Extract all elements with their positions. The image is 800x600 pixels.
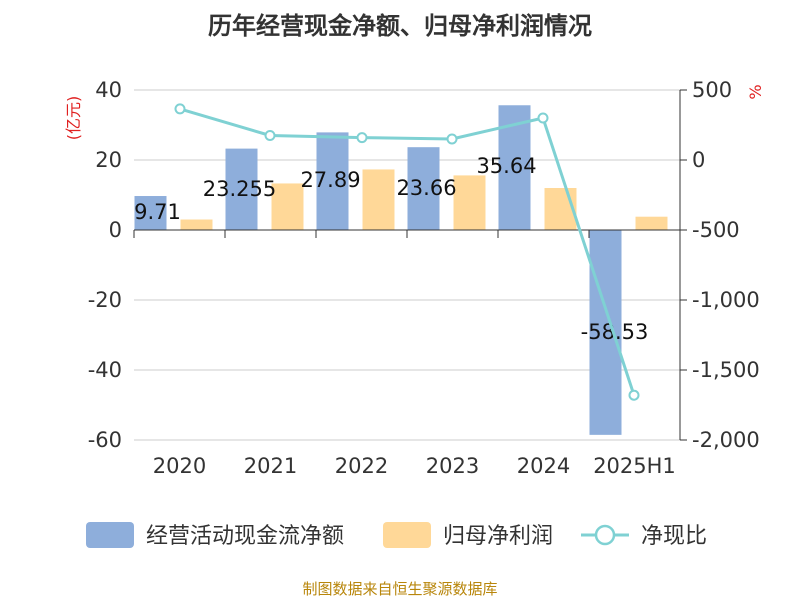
category-label: 2021: [244, 454, 297, 478]
legend-marker-ratio: [594, 524, 616, 546]
right-tick-label: -1,500: [692, 358, 760, 382]
bar-cashflow: [407, 147, 440, 230]
left-axis-title: (亿元): [64, 96, 83, 141]
ratio-point: [174, 103, 186, 115]
left-tick-label: -60: [88, 428, 122, 452]
legend-label-ratio: 净现比: [641, 524, 707, 549]
legend-swatch-cashflow: [86, 522, 134, 548]
left-tick-label: 40: [95, 78, 122, 102]
right-tick-label: -500: [692, 218, 740, 242]
left-tick-label: -20: [88, 288, 122, 312]
data-source-note: 制图数据来自恒生聚源数据库: [302, 580, 498, 598]
ratio-point: [264, 130, 276, 141]
bar-data-label: 9.71: [134, 200, 181, 224]
chart-title: 历年经营现金净额、归母净利润情况: [208, 12, 592, 40]
bar-data-label: 27.89: [300, 168, 360, 192]
right-tick-label: 0: [692, 148, 705, 172]
ratio-point: [537, 112, 549, 124]
category-label: 2023: [426, 454, 479, 478]
category-label: 2020: [153, 454, 206, 478]
bar-cashflow: [316, 132, 349, 230]
bar-netprofit: [180, 219, 213, 230]
bar-netprofit: [544, 188, 577, 230]
right-axis-title: %: [746, 84, 765, 99]
bar-netprofit: [362, 169, 395, 230]
right-tick-label: 500: [692, 78, 732, 102]
bar-cashflow: [225, 148, 258, 230]
legend-label-cashflow: 经营活动现金流净额: [146, 524, 344, 549]
category-label: 2025H1: [593, 454, 676, 478]
bar-netprofit: [453, 175, 486, 230]
bar-netprofit: [635, 216, 668, 230]
left-tick-label: 20: [95, 148, 122, 172]
bar-data-label: 23.66: [396, 176, 456, 200]
ratio-point: [356, 132, 368, 144]
bar-cashflow: [589, 230, 622, 435]
ratio-point: [446, 133, 458, 145]
category-label: 2024: [517, 454, 570, 478]
bar-netprofit: [271, 183, 304, 230]
bar-data-label: 35.64: [476, 154, 536, 178]
legend-label-netprofit: 归母净利润: [443, 524, 553, 549]
category-label: 2022: [335, 454, 388, 478]
left-tick-label: -40: [88, 358, 122, 382]
right-tick-label: -1,000: [692, 288, 760, 312]
left-tick-label: 0: [109, 218, 122, 242]
right-tick-label: -2,000: [692, 428, 760, 452]
legend-swatch-netprofit: [383, 522, 431, 548]
ratio-line: [179, 107, 636, 396]
bar-cashflow: [134, 196, 167, 230]
bar-data-label: 23.255: [203, 177, 276, 201]
ratio-point: [628, 389, 640, 401]
